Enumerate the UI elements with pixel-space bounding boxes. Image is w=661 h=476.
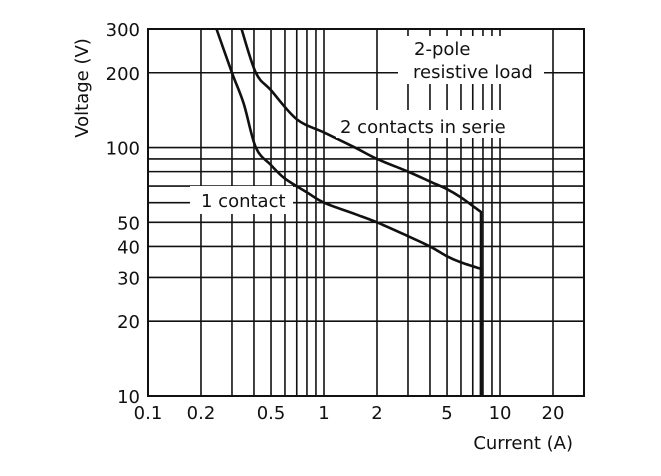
x-axis-label: Current (A): [473, 433, 573, 454]
y-tick-label: 10: [117, 387, 140, 408]
series-label-2-contacts: 2 contacts in serie: [340, 117, 506, 138]
series-line-1: [215, 28, 483, 396]
curves: [215, 28, 483, 396]
y-tick-label: 40: [117, 237, 140, 258]
tick-labels: 0.1 0.2 0.5 1 2 5 10 20 10 20 30 40 50 100 200 300: [106, 20, 565, 424]
y-axis-label: Voltage (V): [72, 38, 93, 138]
x-tick-label: 10: [489, 403, 512, 424]
y-tick-label: 30: [117, 268, 140, 289]
x-tick-label: 1: [318, 403, 329, 424]
x-tick-label: 20: [542, 403, 565, 424]
series-labels: 1 contact 2 contacts in serie 2-pole res…: [190, 36, 544, 214]
y-tick-label: 50: [117, 213, 140, 234]
y-tick-label: 300: [106, 20, 140, 41]
plot-frame: [147, 28, 585, 397]
series-line-2: [240, 28, 483, 396]
x-tick-label: 5: [441, 403, 452, 424]
annotation-resistive-load: resistive load: [413, 62, 533, 83]
x-tick-label: 0.5: [257, 403, 286, 424]
annotation-2-pole: 2-pole: [414, 39, 470, 60]
y-tick-label: 100: [106, 139, 140, 160]
plot-border: [147, 28, 585, 397]
y-tick-label: 20: [117, 312, 140, 333]
x-tick-label: 2: [371, 403, 382, 424]
y-tick-label: 200: [106, 64, 140, 85]
x-tick-label: 0.1: [134, 403, 163, 424]
x-tick-label: 0.2: [187, 403, 216, 424]
series-label-1-contact: 1 contact: [201, 191, 286, 212]
